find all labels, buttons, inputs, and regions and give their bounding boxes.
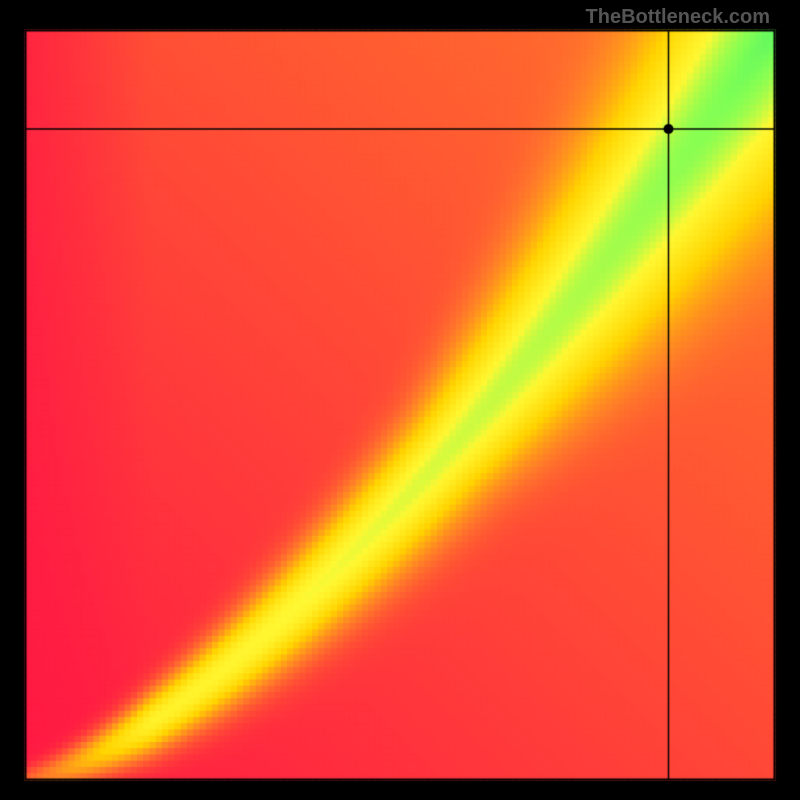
watermark-text: TheBottleneck.com <box>586 6 770 29</box>
chart-container: TheBottleneck.com <box>0 0 800 800</box>
bottleneck-heatmap <box>0 0 800 800</box>
